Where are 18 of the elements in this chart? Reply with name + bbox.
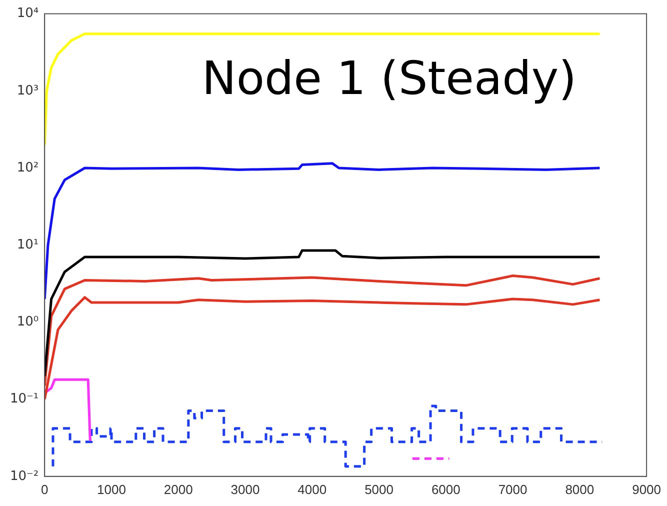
x-tick-label: 2000 — [164, 482, 193, 497]
text: Node 1 (Steady) — [202, 50, 577, 105]
x-tick-label: 3000 — [230, 482, 260, 497]
y-tick-label: 10¹ — [16, 237, 39, 252]
x-tick-label: 9000 — [632, 482, 661, 497]
y-tick-label: 10⁻² — [10, 468, 39, 484]
x-tick-label: 5000 — [364, 482, 394, 497]
y-tick-label: 10³ — [16, 83, 39, 98]
x-tick-label: 0 — [41, 482, 48, 497]
x-tick-label: 8000 — [565, 482, 594, 497]
y-tick-label: 10⁰ — [16, 314, 39, 330]
x-tick-label: 7000 — [498, 482, 528, 497]
y-tick-label: 10⁻¹ — [10, 392, 39, 407]
y-tick-label: 10² — [16, 160, 39, 176]
x-tick-label: 1000 — [97, 482, 126, 497]
y-tick-label: 10⁴ — [16, 6, 39, 22]
x-tick-label: 6000 — [431, 482, 460, 497]
x-tick-label: 4000 — [298, 482, 327, 497]
